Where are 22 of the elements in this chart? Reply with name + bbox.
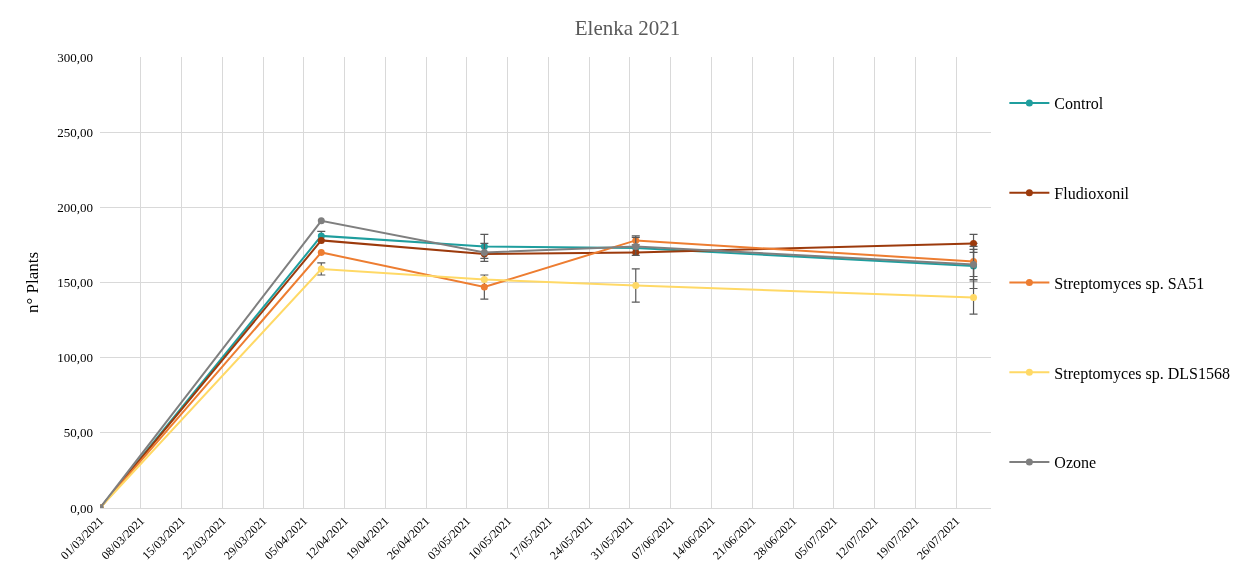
- point: [970, 239, 978, 247]
- legend-label: Streptomyces sp. SA51: [1054, 274, 1205, 293]
- y-tick-label: 250,00: [57, 124, 93, 140]
- y-tick-label: 0,00: [70, 500, 93, 516]
- y-tick-label: 150,00: [57, 275, 93, 291]
- y-tick-label: 200,00: [57, 199, 93, 215]
- point: [632, 282, 640, 290]
- point: [317, 248, 325, 256]
- point: [970, 294, 978, 302]
- point: [480, 283, 488, 291]
- legend-label: Control: [1054, 95, 1104, 113]
- y-tick-label: 50,00: [63, 425, 93, 441]
- legend-label: Streptomyces sp. DLS1568: [1054, 364, 1230, 383]
- y-axis-title: n° Plants: [22, 251, 42, 314]
- y-tick-label: 100,00: [57, 350, 93, 366]
- point: [317, 236, 325, 244]
- chart-title: Elenka 2021: [574, 15, 681, 40]
- point: [317, 217, 325, 225]
- point: [480, 275, 488, 283]
- y-tick-label: 300,00: [57, 49, 93, 65]
- legend-label: Fludioxonil: [1054, 184, 1130, 202]
- legend-label: Ozone: [1054, 454, 1097, 472]
